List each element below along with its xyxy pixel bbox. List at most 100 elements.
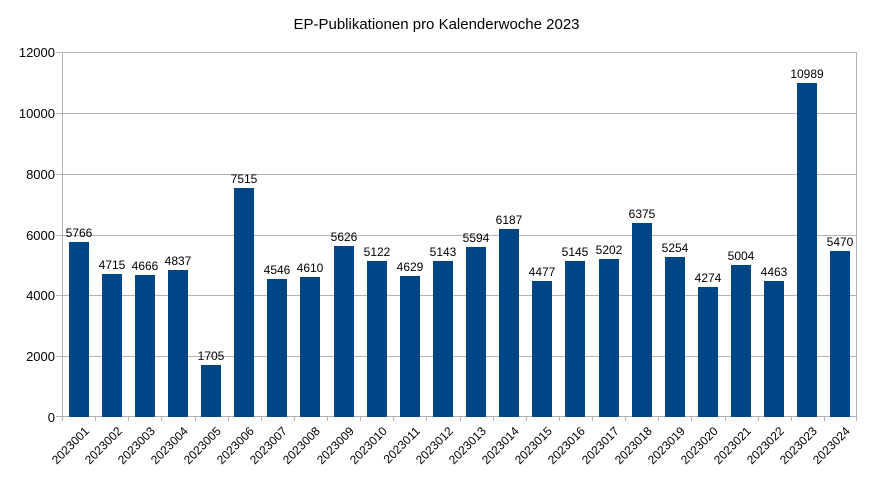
bar-value-label: 4546 [263,263,291,277]
plot-area: 5766 4715 4666 4837 1705 7515 4546 4610 5626 5122… [56,52,857,421]
bar [532,281,552,417]
x-axis-tick [691,417,692,421]
bar [168,270,188,417]
y-axis-tick-label: 0 [47,410,55,425]
bar [102,274,122,417]
gridline [62,113,857,114]
y-axis-tick [56,174,62,175]
bar [367,261,387,417]
y-axis-tick-label: 8000 [26,167,55,182]
bar-value-label: 5145 [561,245,589,259]
bar [698,287,718,417]
bar [234,188,254,417]
y-axis-tick [56,416,62,417]
bar [764,281,784,417]
bar-value-label: 4610 [296,261,324,275]
x-axis-tick [161,417,162,421]
bar [665,257,685,417]
bar-value-label: 5766 [65,226,93,240]
bar-value-label: 4477 [528,265,556,279]
bar-value-label: 6375 [628,207,656,221]
bar [433,261,453,417]
plot-right-border [856,52,857,417]
bar-value-label: 5594 [462,231,490,245]
bar [830,251,850,417]
y-axis-tick [56,356,62,357]
bar-value-label: 4629 [396,260,424,274]
x-axis-tick [725,417,726,421]
bar-value-label: 5122 [363,245,391,259]
bar [400,276,420,417]
y-axis-tick-label: 2000 [26,349,55,364]
y-axis-tick [56,113,62,114]
bar [69,242,89,417]
y-axis-labels: 0 2000 4000 6000 8000 10000 12000 [0,45,55,425]
gridline [62,174,857,175]
x-axis-tick [62,417,63,421]
y-axis-tick [56,235,62,236]
bar-value-label: 6187 [495,213,523,227]
y-axis-tick-label: 6000 [26,228,55,243]
x-axis-tick [526,417,527,421]
x-axis-labels: 2023001 2023002 2023003 2023004 2023005 20230… [49,424,857,484]
bar [466,247,486,417]
y-axis-tick-label: 10000 [18,106,55,121]
x-axis-tick [327,417,328,421]
bar-value-label: 4463 [760,265,788,279]
bar [632,223,652,417]
x-axis-tick [559,417,560,421]
x-axis-tick [460,417,461,421]
bar-value-label: 5202 [595,243,623,257]
x-axis-tick [856,417,857,421]
bar-value-label: 5143 [429,245,457,259]
y-axis-tick [56,295,62,296]
x-axis-tick [493,417,494,421]
bar [797,83,817,417]
bar [334,246,354,417]
bar [267,279,287,417]
y-axis-tick-label: 4000 [26,288,55,303]
y-axis-line [62,52,63,417]
gridline [62,295,857,296]
bar [565,261,585,417]
y-axis-tick [56,52,62,53]
chart-title: EP-Publikationen pro Kalenderwoche 2023 [293,16,580,33]
bar [135,275,155,417]
bar-value-label: 7515 [230,172,258,186]
x-axis-tick [294,417,295,421]
bar-value-label: 4715 [98,258,126,272]
bar-value-label: 1705 [197,349,225,363]
bar-value-label: 5254 [661,241,689,255]
x-axis-tick [95,417,96,421]
bar-value-label: 5626 [330,230,358,244]
x-axis-tick [228,417,229,421]
x-axis-tick [658,417,659,421]
x-axis-tick [261,417,262,421]
bar-value-label: 4666 [131,259,159,273]
gridline [62,356,857,357]
bar-value-label: 4274 [694,271,722,285]
x-axis-tick [195,417,196,421]
x-axis-tick [128,417,129,421]
bar [201,365,221,417]
y-axis-tick-label: 12000 [18,45,55,60]
x-axis-tick [393,417,394,421]
x-axis-tick [824,417,825,421]
bar [300,277,320,417]
bar [731,265,751,417]
bar-value-label: 4837 [164,254,192,268]
x-axis-tick [360,417,361,421]
bar-value-label: 10989 [790,67,824,81]
bar [599,259,619,417]
bar [499,229,519,417]
x-axis-tick [592,417,593,421]
x-axis-tick [625,417,626,421]
x-axis-tick [758,417,759,421]
x-axis-line [62,416,857,417]
x-axis-tick [791,417,792,421]
bar-value-label: 5470 [826,235,854,249]
gridline [62,235,857,236]
bar-value-label: 5004 [727,249,755,263]
gridline [62,52,857,53]
